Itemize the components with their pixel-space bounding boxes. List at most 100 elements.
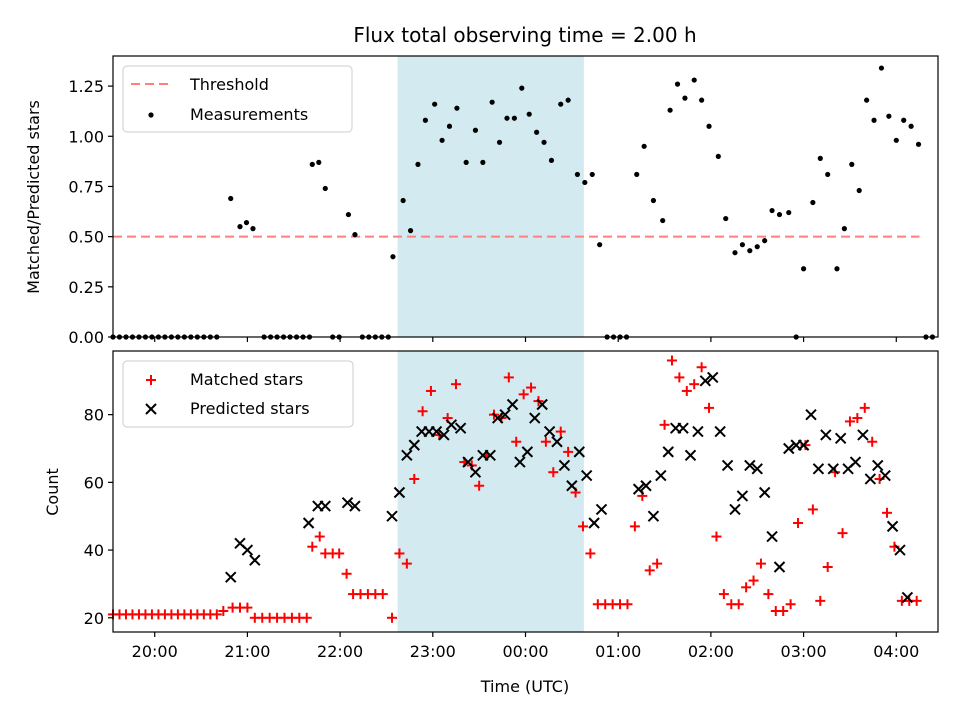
highlight-band [397,56,584,337]
measurement-point [864,97,870,103]
matched-star-point [755,558,766,569]
measurement-point [309,161,315,167]
measurement-point [841,226,847,232]
measurement-point [400,197,406,204]
x-tick-label: 02:00 [688,642,734,661]
matched-star-point [314,531,325,542]
measurement-point [228,195,234,202]
measurement-point [667,107,673,113]
measurement-point [660,217,666,224]
matched-star-point [785,599,796,610]
x-axis-label: Time (UTC) [480,677,569,696]
predicted-star-point [249,554,261,566]
measurement-point [699,97,705,103]
matched-star-point [748,575,759,586]
measurement-point [322,185,328,192]
predicted-star-point [341,496,354,509]
matched-star-point [401,558,412,569]
measurement-point [732,250,738,256]
x-tick-label: 21:00 [224,642,270,661]
predicted-star-point [692,425,704,438]
predicted-star-point [797,439,810,451]
predicted-star-point [438,429,450,441]
matched-star-point [882,507,893,518]
predicted-star-point [894,544,906,556]
measurement-point [574,171,581,178]
predicted-star-point [588,517,600,529]
measurement-point [565,97,571,103]
predicted-star-point [834,432,847,445]
measurement-point [548,157,555,163]
measurement-point [432,101,438,107]
predicted-star-point [566,480,578,492]
measurement-point [849,161,855,167]
predicted-star-point [783,442,795,455]
predicted-star-point [707,371,719,384]
matched-star-point [518,389,529,400]
x-tick-label: 01:00 [595,642,641,661]
predicted-star-point [401,449,413,461]
predicted-star-point [699,375,712,387]
predicted-star-point [393,486,406,499]
measurement-point [691,77,697,83]
y-tick-label: 0.00 [68,328,104,347]
matched-star-point [474,480,485,491]
matched-star-point [425,385,436,396]
legend-threshold-label: Threshold [189,75,269,94]
top-legend: Threshold Measurements [122,65,353,133]
matched-star-point [763,589,774,600]
predicted-star-point [506,398,519,411]
matched-star-point [859,402,870,413]
x-tick-label: 00:00 [502,642,548,661]
measurement-point [526,111,532,117]
matched-star-point [644,565,655,576]
matched-star-point [704,402,715,413]
matched-star-point [911,595,922,606]
predicted-star-point [462,456,474,468]
measurement-point [893,137,899,143]
predicted-stars-points [225,371,914,604]
measurement-point [422,117,428,123]
measurement-point [558,101,564,107]
matched-star-point [830,467,841,478]
measurement-point [496,139,503,145]
measurement-point [415,161,421,167]
measurement-point [534,129,540,135]
predicted-star-point [640,480,652,492]
matched-star-point [674,372,685,383]
matched-star-point [563,446,574,457]
x-tick-label: 04:00 [873,642,919,661]
predicted-star-point [580,469,593,482]
predicted-star-point [729,503,741,516]
predicted-star-point [827,463,839,475]
measurement-point [817,155,823,161]
matched-star-point [242,602,253,613]
legend-measurements-swatch [148,112,154,118]
y-tick-label: 40 [84,541,104,560]
predicted-star-point [766,530,778,543]
bottom-y-ticks: 20 40 60 80 [84,406,113,628]
predicted-star-point [812,463,825,475]
matched-star-point [526,382,537,393]
measurement-point [316,159,322,165]
measurement-point [489,99,495,105]
measurement-point [739,242,746,248]
predicted-star-point [543,425,556,438]
predicted-star-point [647,510,660,522]
matched-star-point [822,561,833,572]
top-x-ticks [154,337,897,342]
measurement-point [634,171,640,178]
measurement-point [674,81,681,87]
measurement-point [682,95,688,101]
predicted-star-point [864,473,877,485]
predicted-star-point [714,425,726,438]
matched-star-point [629,521,640,532]
x-tick-label: 23:00 [410,642,456,661]
predicted-star-point [225,571,237,583]
measurement-point [786,209,792,216]
top-panel: Flux total observing time = 2.00 h 0.000… [24,23,939,347]
predicted-star-point [484,449,496,461]
predicted-star-point [469,466,482,478]
measurement-point [878,65,885,71]
